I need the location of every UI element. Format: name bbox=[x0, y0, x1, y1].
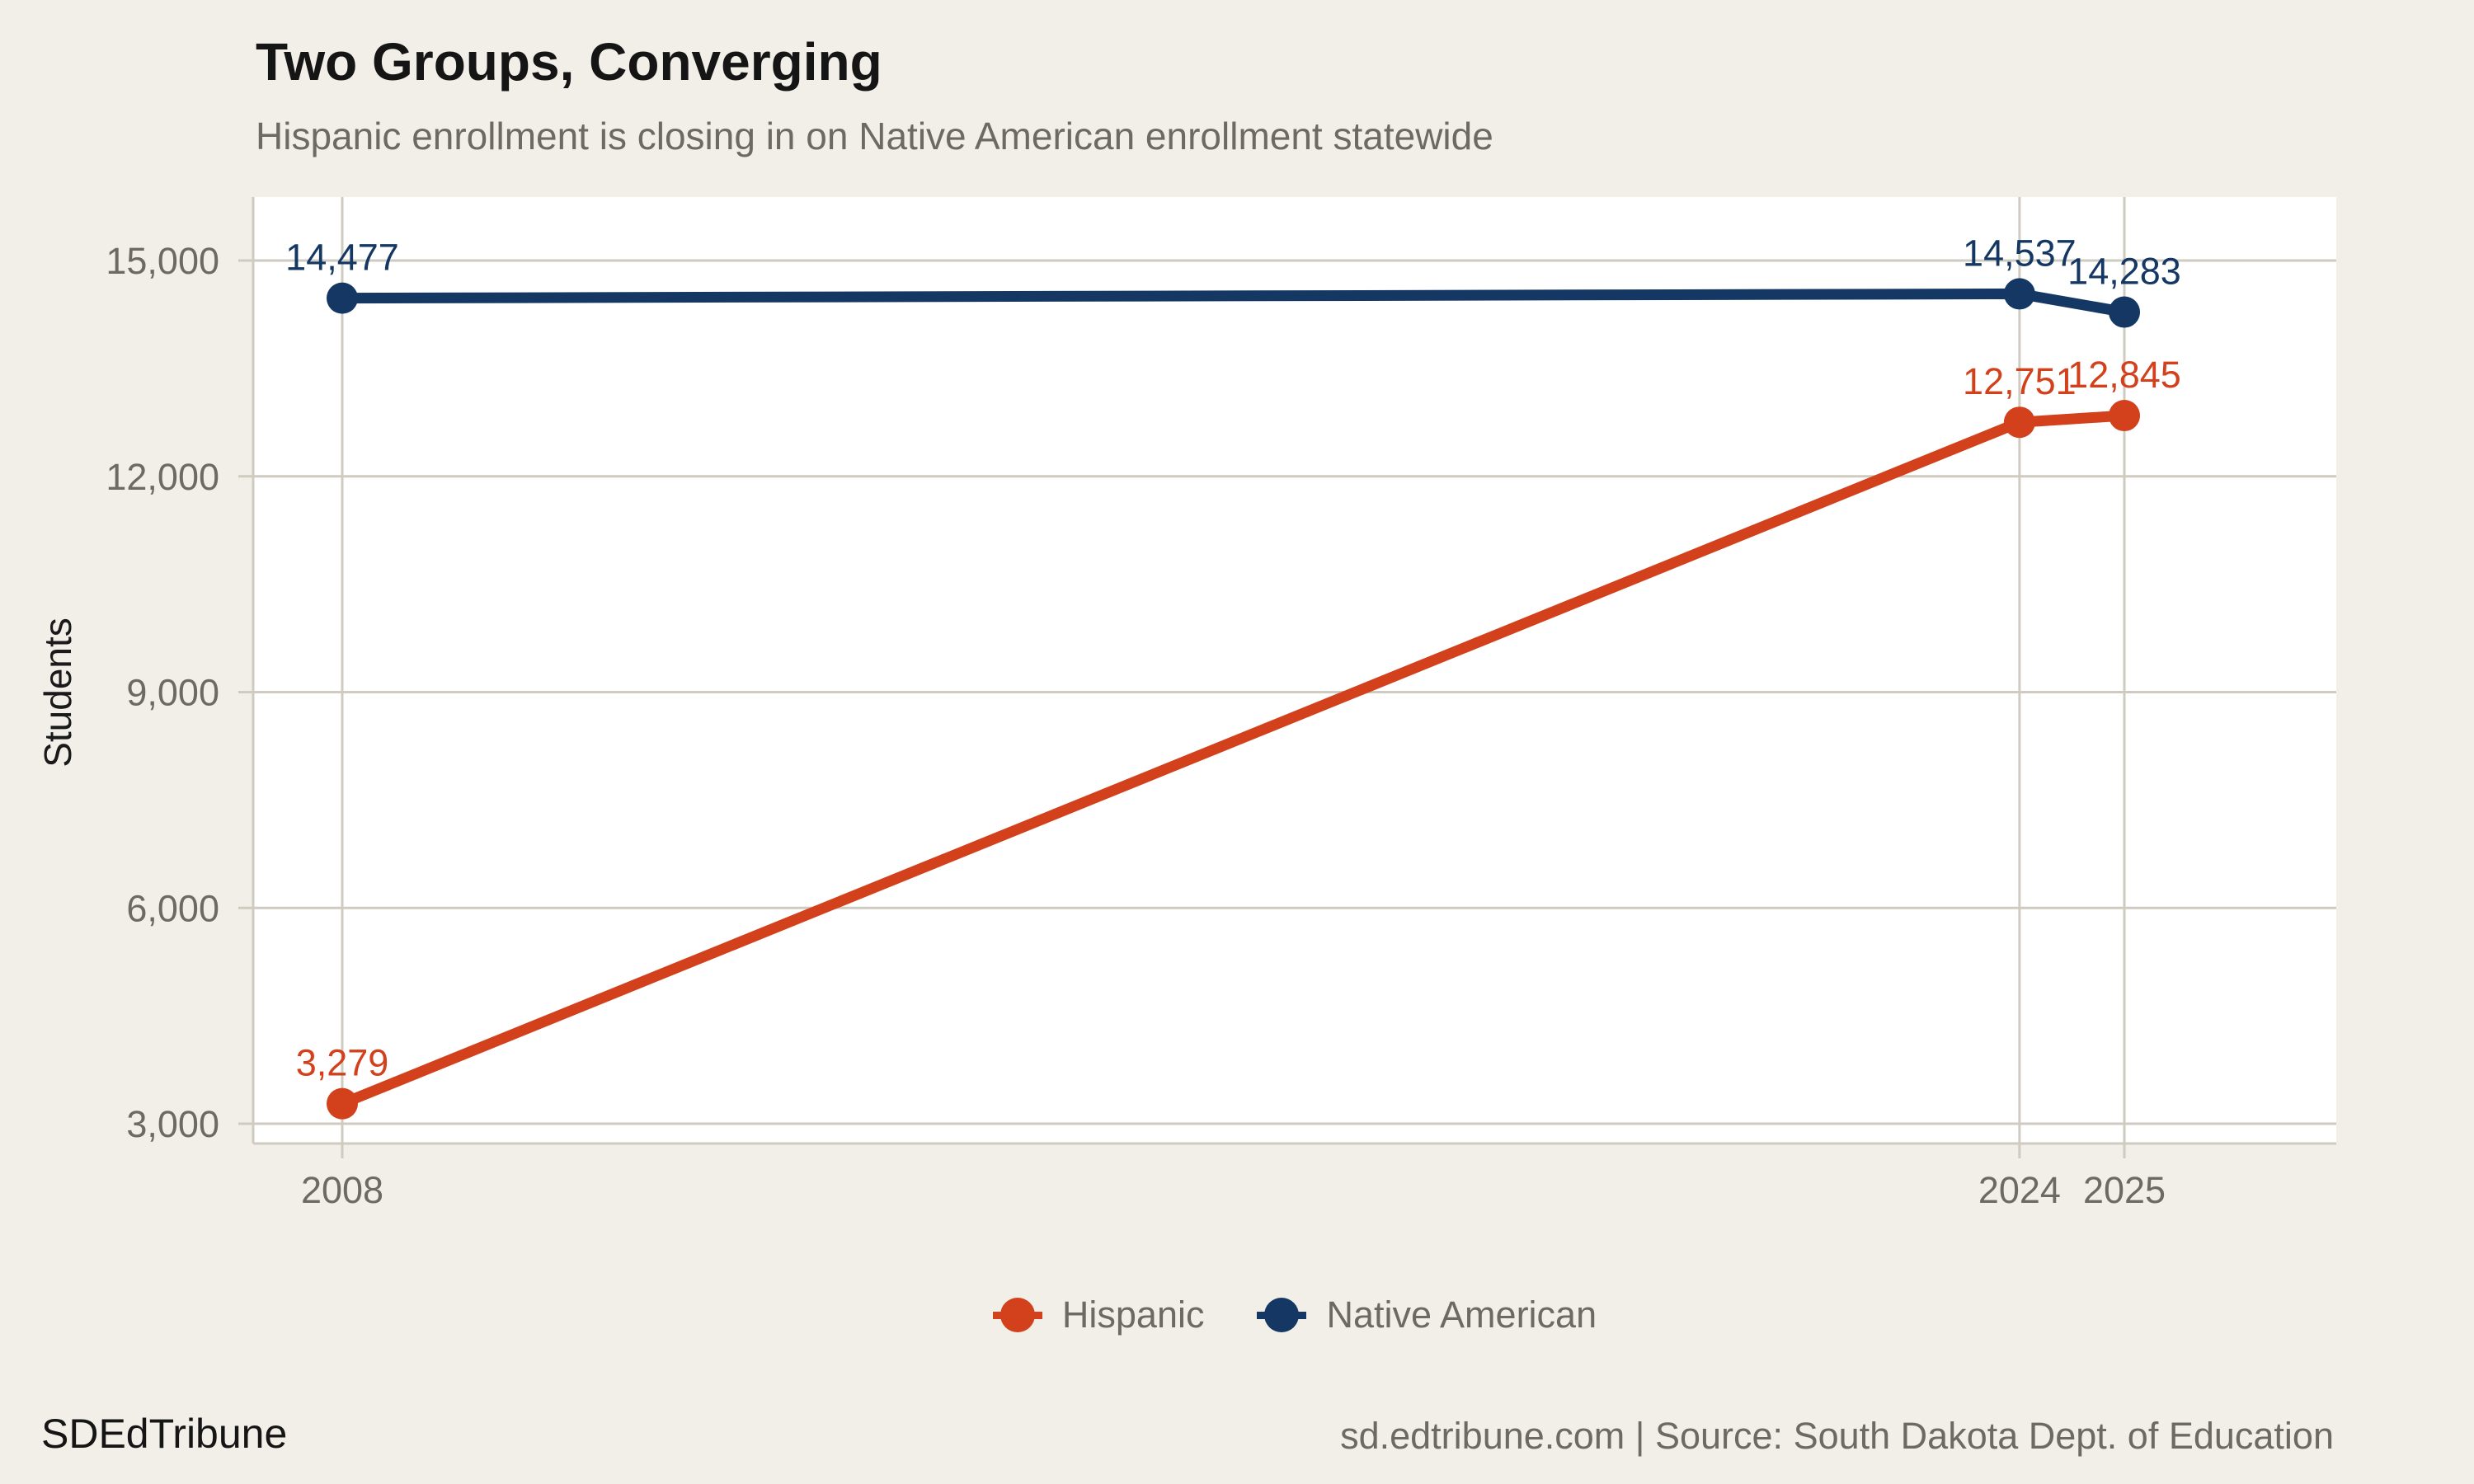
chart-subtitle: Hispanic enrollment is closing in on Nat… bbox=[256, 115, 1493, 158]
y-tick-label-15000: 15,000 bbox=[106, 240, 219, 282]
y-axis-title: Students bbox=[36, 618, 79, 768]
x-tick-label-2024: 2024 bbox=[1978, 1169, 2061, 1211]
x-tick-label-2025: 2025 bbox=[2083, 1169, 2166, 1211]
legend-label-native-american: Native American bbox=[1326, 1294, 1597, 1336]
legend-item-native-american: Native American bbox=[1257, 1294, 1597, 1336]
y-tick-label-12000: 12,000 bbox=[106, 456, 219, 498]
data-label-hispanic-2024: 12,751 bbox=[1963, 360, 2077, 402]
legend-dot-glyph bbox=[1264, 1298, 1300, 1332]
point-native-american-2024 bbox=[2003, 278, 2035, 310]
data-label-native-american-2025: 14,283 bbox=[2067, 251, 2181, 293]
y-tick-label-6000: 6,000 bbox=[126, 887, 219, 929]
plot-panel bbox=[253, 197, 2336, 1144]
data-label-native-american-2008: 14,477 bbox=[285, 237, 399, 279]
y-tick-label-9000: 9,000 bbox=[126, 672, 219, 714]
chart-title: Two Groups, Converging bbox=[256, 32, 882, 92]
point-native-american-2025 bbox=[2109, 296, 2140, 328]
data-label-native-american-2024: 14,537 bbox=[1963, 232, 2077, 274]
data-label-hispanic-2008: 3,279 bbox=[296, 1042, 389, 1084]
legend-dot-glyph bbox=[999, 1298, 1035, 1332]
legend: Hispanic Native American bbox=[253, 1278, 2336, 1352]
data-label-hispanic-2025: 12,845 bbox=[2067, 354, 2181, 396]
point-hispanic-2024 bbox=[2003, 406, 2035, 439]
point-native-american-2008 bbox=[327, 282, 358, 314]
chart-header: Two Groups, Converging Hispanic enrollme… bbox=[256, 33, 1493, 160]
hispanic-series-key-icon bbox=[992, 1296, 1042, 1334]
x-tick-label-2008: 2008 bbox=[301, 1169, 383, 1211]
point-hispanic-2008 bbox=[327, 1087, 358, 1120]
legend-item-hispanic: Hispanic bbox=[992, 1294, 1205, 1336]
brand-wordmark: SDEdTribune bbox=[41, 1411, 288, 1457]
point-hispanic-2025 bbox=[2109, 400, 2140, 432]
native-american-series-key-icon bbox=[1257, 1296, 1307, 1334]
legend-label-hispanic: Hispanic bbox=[1061, 1294, 1205, 1336]
y-tick-label-3000: 3,000 bbox=[126, 1103, 219, 1145]
source-attribution: sd.edtribune.com | Source: South Dakota … bbox=[1340, 1415, 2334, 1457]
